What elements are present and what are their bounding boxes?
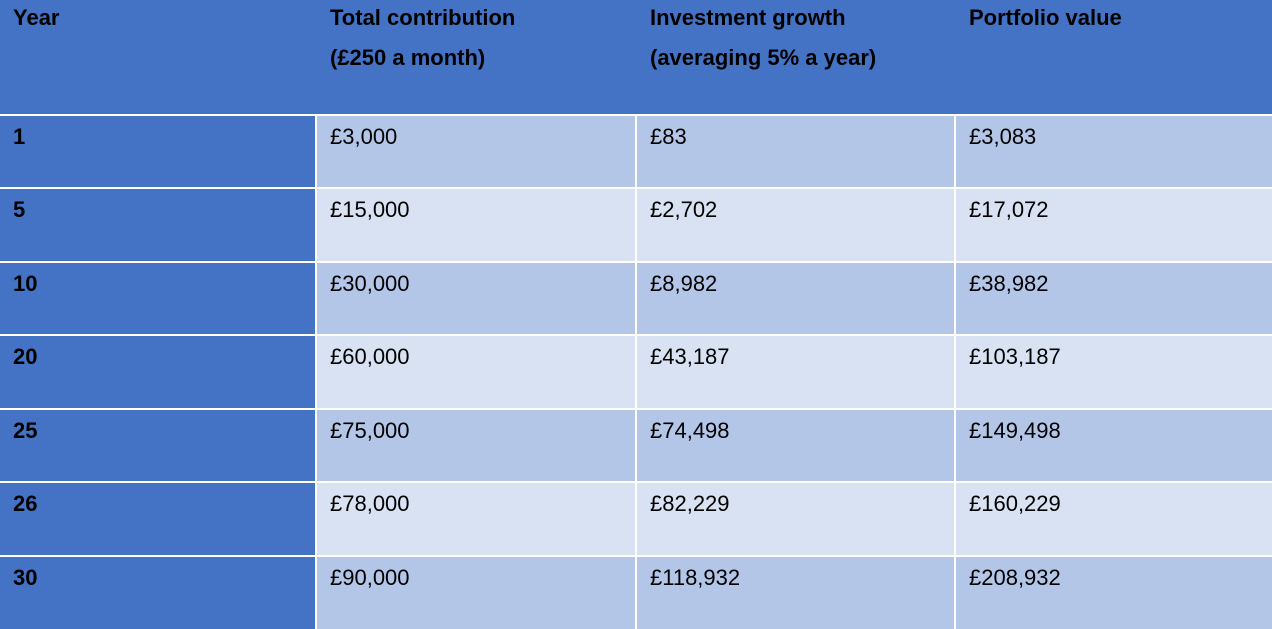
header-cell-total-contribution: Total contribution (£250 a month) bbox=[315, 0, 637, 116]
growth-cell: £74,498 bbox=[635, 407, 956, 484]
portfolio-value-cell: £208,932 bbox=[954, 554, 1272, 629]
header-sublabel: (£250 a month) bbox=[330, 45, 486, 70]
growth-cell: £43,187 bbox=[635, 334, 956, 410]
header-label: Portfolio value bbox=[969, 5, 1122, 30]
header-label: Year bbox=[13, 5, 60, 30]
growth-cell: £82,229 bbox=[635, 481, 956, 557]
growth-cell: £118,932 bbox=[635, 554, 956, 629]
year-cell: 10 bbox=[0, 260, 317, 337]
growth-cell: £83 bbox=[635, 115, 956, 190]
contribution-cell: £3,000 bbox=[315, 115, 637, 190]
portfolio-value-cell: £17,072 bbox=[954, 187, 1272, 263]
contribution-cell: £78,000 bbox=[315, 481, 637, 557]
header-label: Investment growth bbox=[650, 5, 846, 30]
table-row: 25 £75,000 £74,498 £149,498 bbox=[0, 407, 1272, 484]
contribution-cell: £75,000 bbox=[315, 407, 637, 484]
contribution-cell: £60,000 bbox=[315, 334, 637, 410]
portfolio-value-cell: £149,498 bbox=[954, 407, 1272, 484]
header-cell-portfolio-value: Portfolio value bbox=[954, 0, 1272, 116]
table-row: 30 £90,000 £118,932 £208,932 bbox=[0, 554, 1272, 629]
portfolio-value-cell: £3,083 bbox=[954, 115, 1272, 190]
portfolio-value-cell: £160,229 bbox=[954, 481, 1272, 557]
growth-cell: £2,702 bbox=[635, 187, 956, 263]
portfolio-value-cell: £38,982 bbox=[954, 260, 1272, 337]
table-row: 26 £78,000 £82,229 £160,229 bbox=[0, 481, 1272, 557]
growth-cell: £8,982 bbox=[635, 260, 956, 337]
table-row: 5 £15,000 £2,702 £17,072 bbox=[0, 187, 1272, 263]
table-body: 1 £3,000 £83 £3,083 5 £15,000 £2,702 £17… bbox=[0, 115, 1272, 629]
portfolio-value-cell: £103,187 bbox=[954, 334, 1272, 410]
header-sublabel: (averaging 5% a year) bbox=[650, 45, 877, 70]
year-cell: 1 bbox=[0, 115, 317, 190]
year-cell: 25 bbox=[0, 407, 317, 484]
table-row: 10 £30,000 £8,982 £38,982 bbox=[0, 260, 1272, 337]
contribution-cell: £30,000 bbox=[315, 260, 637, 337]
year-cell: 26 bbox=[0, 481, 317, 557]
contribution-cell: £15,000 bbox=[315, 187, 637, 263]
header-cell-investment-growth: Investment growth (averaging 5% a year) bbox=[635, 0, 956, 116]
contribution-cell: £90,000 bbox=[315, 554, 637, 629]
year-cell: 30 bbox=[0, 554, 317, 629]
table-header-row: Year Total contribution (£250 a month) I… bbox=[0, 0, 1272, 116]
year-cell: 5 bbox=[0, 187, 317, 263]
table-row: 1 £3,000 £83 £3,083 bbox=[0, 115, 1272, 190]
year-cell: 20 bbox=[0, 334, 317, 410]
table-row: 20 £60,000 £43,187 £103,187 bbox=[0, 334, 1272, 410]
header-cell-year: Year bbox=[0, 0, 317, 116]
header-label: Total contribution bbox=[330, 5, 516, 30]
